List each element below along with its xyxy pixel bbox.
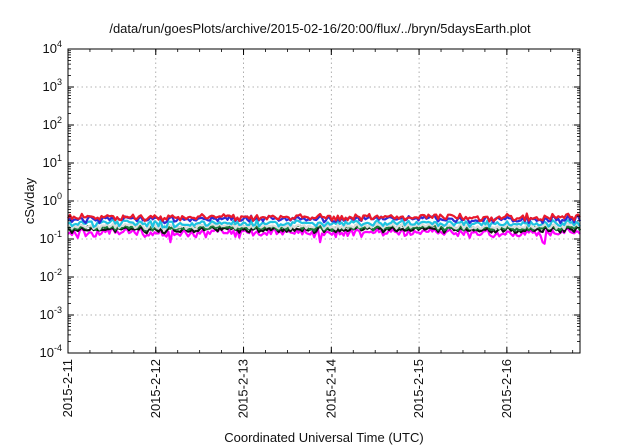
x-tick-label: 2015-2-14 — [323, 359, 338, 418]
series-line — [67, 227, 581, 245]
y-tick-label: 101 — [43, 153, 62, 170]
x-tick-label: 2015-2-12 — [148, 359, 163, 418]
y-axis-label: cSv/day — [22, 177, 37, 224]
y-tick-label: 10-1 — [40, 229, 62, 246]
y-tick-label: 100 — [43, 191, 62, 208]
x-axis-ticks: 2015-2-11 2015-2-12 2015-2-13 2015-2-14 2015… — [60, 49, 574, 418]
y-tick-label: 103 — [43, 77, 62, 94]
y-tick-label: 10-3 — [40, 305, 62, 322]
x-tick-label: 2015-2-13 — [236, 359, 251, 418]
x-tick-label: 2015-2-16 — [499, 359, 514, 418]
y-tick-label: 10-2 — [40, 267, 62, 284]
series-line — [67, 212, 581, 223]
series-layer — [67, 212, 582, 245]
y-axis-ticks: 10-4 10-3 10-2 10-1 100 101 102 103 104 — [40, 39, 580, 360]
y-tick-label: 104 — [43, 39, 62, 56]
x-tick-label: 2015-2-11 — [60, 359, 75, 417]
series-line — [67, 218, 581, 229]
x-tick-label: 2015-2-15 — [411, 359, 426, 418]
x-axis-label: Coordinated Universal Time (UTC) — [224, 430, 423, 445]
y-tick-label: 102 — [43, 115, 62, 132]
y-tick-label: 10-4 — [40, 343, 62, 360]
chart-title: /data/run/goesPlots/archive/2015-02-16/2… — [109, 21, 531, 36]
grid — [68, 49, 580, 353]
